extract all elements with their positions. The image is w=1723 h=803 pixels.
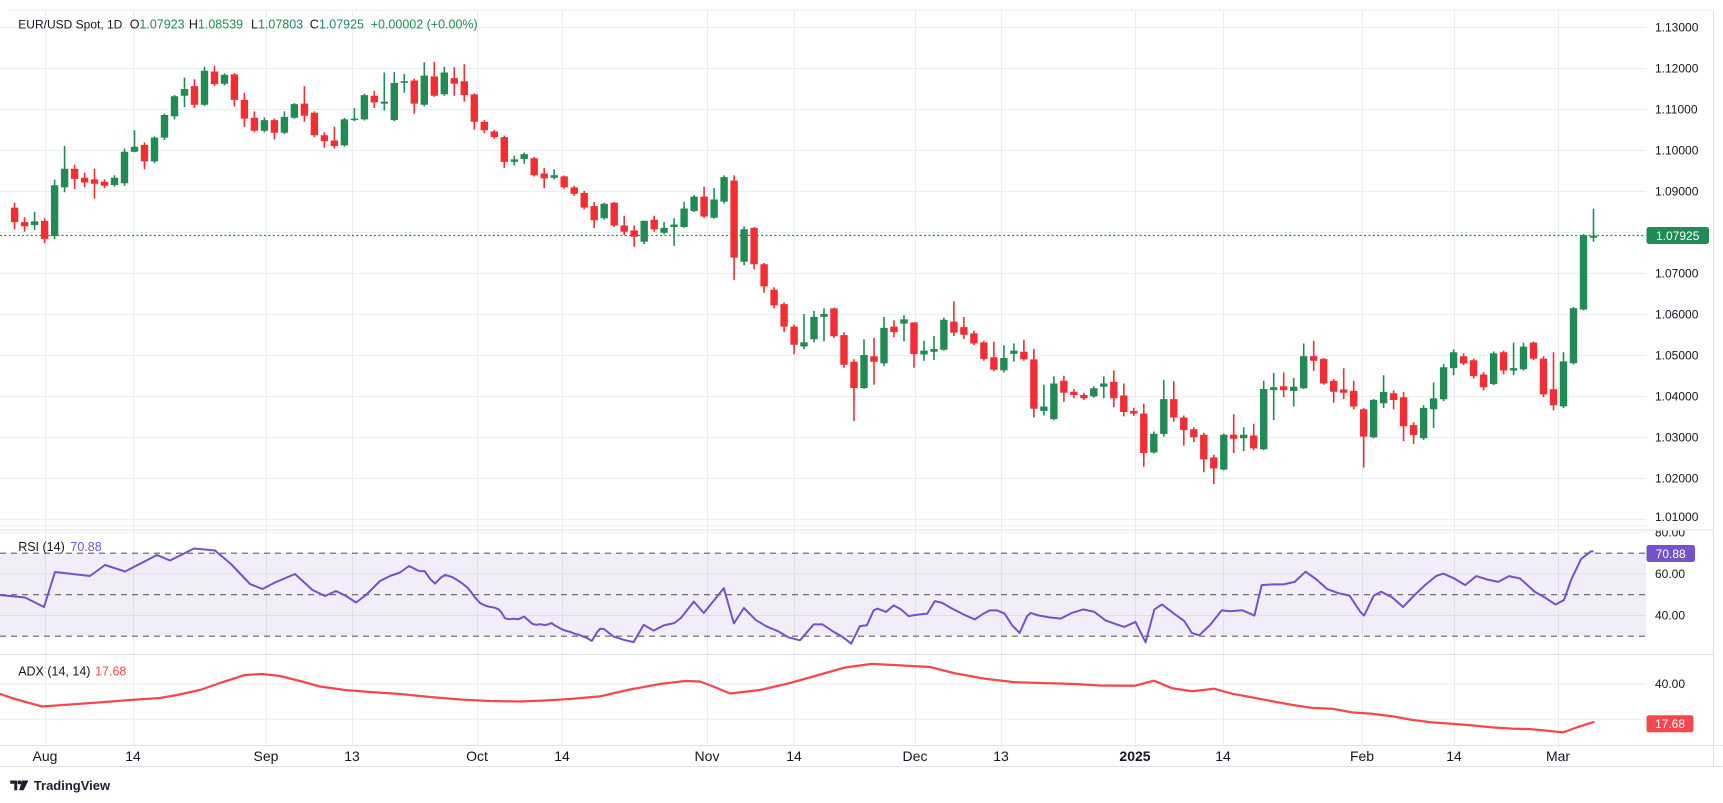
svg-text:14: 14 (1215, 748, 1231, 764)
svg-text:13: 13 (993, 748, 1009, 764)
svg-text:60.00: 60.00 (1655, 567, 1685, 581)
svg-text:14: 14 (125, 748, 141, 764)
svg-text:1.09000: 1.09000 (1655, 184, 1699, 198)
svg-text:17.68: 17.68 (1655, 717, 1685, 731)
svg-text:2025: 2025 (1119, 748, 1150, 764)
svg-text:40.00: 40.00 (1655, 677, 1685, 691)
svg-text:1.02000: 1.02000 (1655, 471, 1699, 485)
svg-text:14: 14 (554, 748, 570, 764)
svg-text:1.03000: 1.03000 (1655, 430, 1699, 444)
svg-text:1.10000: 1.10000 (1655, 143, 1699, 157)
svg-text:Mar: Mar (1546, 748, 1570, 764)
svg-text:Nov: Nov (695, 748, 720, 764)
svg-text:1.01000: 1.01000 (1655, 510, 1699, 524)
svg-text:1.05000: 1.05000 (1655, 348, 1699, 362)
svg-text:70.88: 70.88 (1656, 547, 1686, 561)
svg-text:80.00: 80.00 (1655, 525, 1685, 539)
svg-text:1.13000: 1.13000 (1655, 20, 1699, 34)
svg-text:RSI (14)70.88: RSI (14) 70.88 (18, 540, 102, 554)
svg-text:1.12000: 1.12000 (1655, 61, 1699, 75)
svg-text:1.04000: 1.04000 (1655, 389, 1699, 403)
svg-text:TradingView: TradingView (34, 778, 111, 793)
svg-text:14: 14 (1446, 748, 1462, 764)
svg-text:Aug: Aug (33, 748, 58, 764)
svg-text:Oct: Oct (466, 748, 488, 764)
svg-text:1.11000: 1.11000 (1655, 102, 1698, 116)
svg-text:Feb: Feb (1350, 748, 1374, 764)
svg-text:ADX (14, 14)17.68: ADX (14, 14) 17.68 (18, 664, 126, 678)
svg-text:1.07925: 1.07925 (1656, 229, 1700, 243)
svg-text:14: 14 (786, 748, 802, 764)
svg-text:1.07000: 1.07000 (1655, 266, 1699, 280)
svg-text:40.00: 40.00 (1655, 608, 1685, 622)
svg-text:Dec: Dec (903, 748, 928, 764)
svg-text:1.06000: 1.06000 (1655, 307, 1699, 321)
svg-text:Sep: Sep (254, 748, 279, 764)
svg-text:13: 13 (344, 748, 360, 764)
